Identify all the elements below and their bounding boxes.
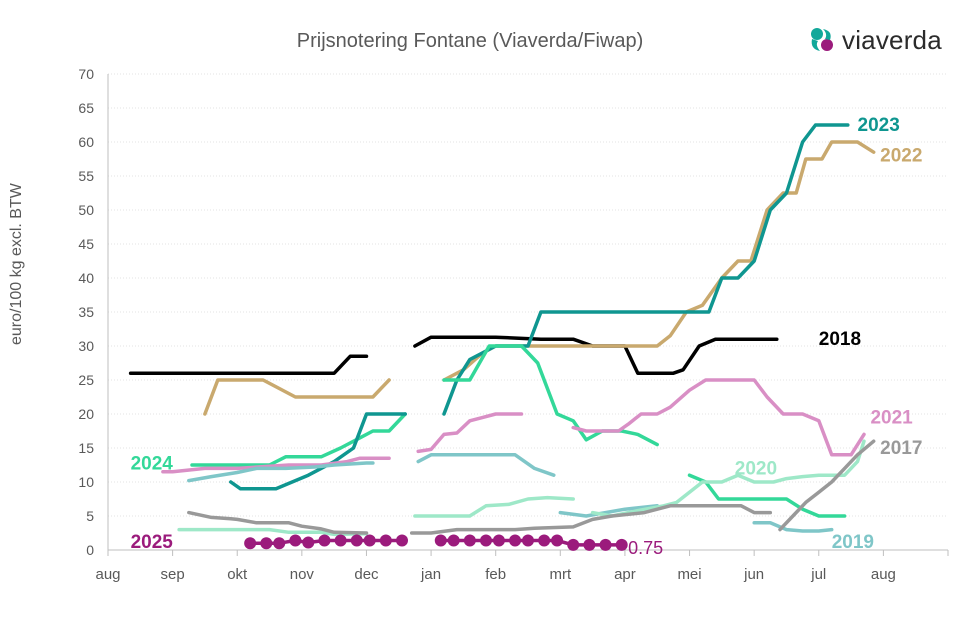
x-tick-label: okt (227, 566, 248, 583)
y-tick-label: 60 (78, 134, 94, 150)
chart-title: Prijsnotering Fontane (Viaverda/Fiwap) (296, 30, 644, 52)
series-label-2025: 2025 (131, 532, 174, 553)
series-point-2025 (599, 538, 612, 551)
y-tick-label: 50 (78, 202, 94, 218)
y-tick-label: 30 (78, 338, 94, 354)
series-label-2023: 2023 (858, 115, 900, 136)
series-line-2020 (590, 439, 866, 518)
series-point-2025 (396, 534, 408, 547)
series-point-2025 (289, 534, 302, 547)
x-tick-label: apr (614, 566, 636, 583)
series-line-2024-b (229, 412, 407, 491)
x-tick-label: jul (810, 566, 826, 583)
series-line-2021 (571, 378, 866, 457)
grid (108, 73, 948, 517)
x-tick-label: feb (485, 566, 506, 583)
series-label-2019: 2019 (832, 532, 874, 553)
series-line-2017 (778, 439, 876, 532)
series-line-2017 (187, 510, 369, 535)
series-line-2019 (187, 461, 375, 483)
x-tick-label: nov (290, 566, 315, 583)
series-point-2025 (509, 534, 522, 547)
series-label-2017: 2017 (880, 438, 922, 459)
series-line-2018 (128, 354, 369, 375)
series-line-2024 (190, 412, 407, 467)
series-line-2019 (416, 453, 556, 477)
y-tick-label: 15 (78, 440, 94, 456)
y-tick-label: 5 (86, 508, 94, 524)
series-line-2020 (413, 495, 575, 518)
series-point-2025 (538, 534, 551, 547)
series-line-2019 (558, 504, 659, 518)
labels-layer: 2018 2022 2023 2024 2021 2019 2020 2017 2025 0.75 (131, 115, 923, 558)
series-label-2024: 2024 (131, 454, 174, 475)
series-point-2025 (447, 534, 460, 547)
y-tick-label: 0 (86, 542, 94, 558)
series-point-2025 (273, 537, 286, 550)
series-point-2025 (492, 534, 505, 547)
x-tick-label: aug (95, 566, 120, 583)
series-label-2021: 2021 (870, 407, 913, 428)
y-tick-label: 35 (78, 304, 94, 320)
x-tick-label: mei (677, 566, 701, 583)
y-tick-label: 20 (78, 406, 94, 422)
viaverda-logo: viaverda (806, 22, 942, 58)
series-point-2025 (551, 534, 564, 547)
series-line-2021 (416, 412, 524, 454)
series-point-2025 (302, 536, 315, 549)
series-label-2020: 2020 (735, 458, 777, 479)
series-point-2025 (583, 538, 596, 551)
x-tick-label: sep (161, 566, 185, 583)
series-point-2025 (434, 534, 447, 547)
series-label-2018: 2018 (819, 329, 861, 350)
y-tick-label: 25 (78, 372, 94, 388)
series-point-2025 (350, 534, 363, 547)
y-tick-label: 10 (78, 474, 94, 490)
series-line-2019 (752, 521, 834, 533)
series-point-2025 (334, 534, 347, 547)
series-line-2021 (161, 456, 391, 474)
annotation-label: 0.75 (628, 538, 663, 558)
series-point-2025 (615, 538, 628, 551)
viaverda-logo-icon (811, 28, 833, 51)
y-tick-label: 40 (78, 270, 94, 286)
y-tick-label: 55 (78, 168, 94, 184)
x-tick-label: jun (743, 566, 764, 583)
series-point-2025 (522, 534, 534, 547)
y-tick-label: 70 (78, 66, 94, 82)
series-point-2025 (379, 534, 392, 547)
series-line-2020 (177, 527, 369, 537)
series-layer (128, 123, 876, 551)
series-point-2025 (318, 534, 331, 547)
y-tick-label: 65 (78, 100, 94, 116)
x-tick-label: jan (420, 566, 441, 583)
series-line-2018 (413, 335, 779, 375)
x-tick-label: dec (354, 566, 379, 583)
series-line-2023 (442, 123, 850, 416)
series-line-2024 (442, 344, 659, 447)
y-tick-label: 45 (78, 236, 94, 252)
series-point-2025 (480, 534, 492, 547)
series-point-2025 (567, 538, 580, 551)
series-label-2022: 2022 (880, 146, 922, 167)
series-point-2025 (244, 537, 257, 550)
series-point-2025 (463, 534, 476, 547)
series-line-2022 (203, 378, 391, 416)
x-tick-label: aug (871, 566, 896, 583)
series-line-2017 (409, 504, 773, 535)
series-point-2025 (363, 534, 376, 547)
x-tick-label: mrt (549, 566, 571, 583)
series-point-2025 (260, 537, 273, 550)
logo-text: viaverda (842, 24, 942, 55)
